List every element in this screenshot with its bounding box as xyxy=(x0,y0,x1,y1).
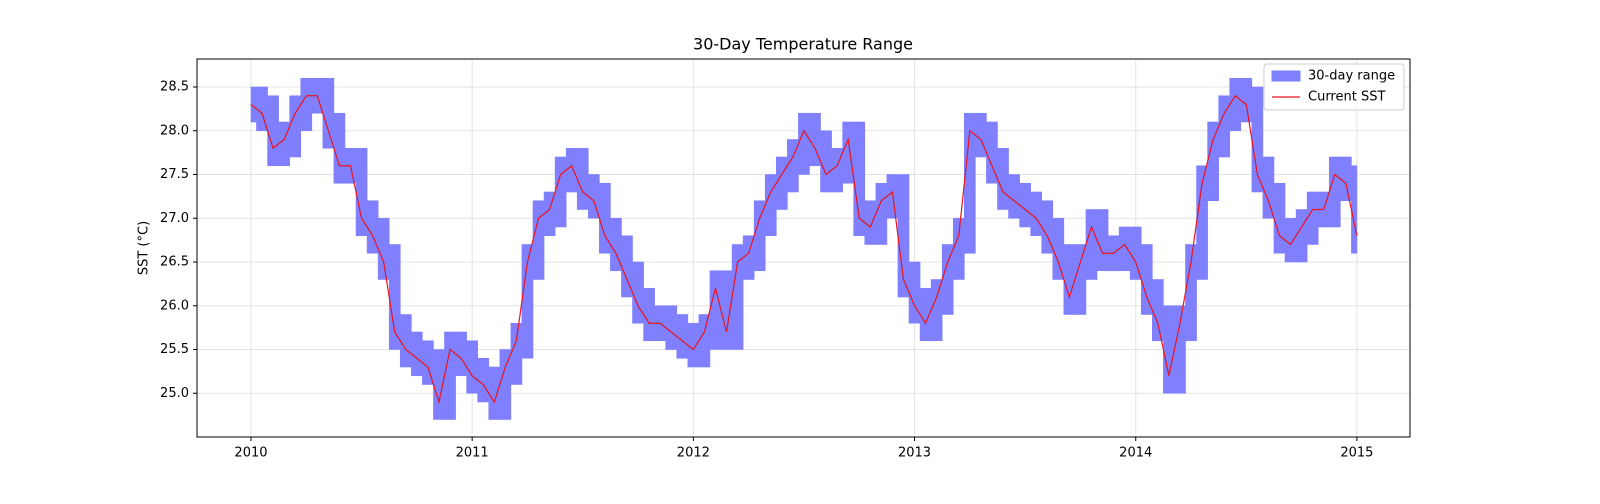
range-segment xyxy=(278,121,290,167)
plot-frame xyxy=(196,58,1411,438)
range-segment xyxy=(355,147,368,237)
range-segment xyxy=(1328,156,1341,228)
range-segment xyxy=(698,314,711,368)
y-tick-label: 26.0 xyxy=(160,298,189,313)
range-segment xyxy=(952,217,965,280)
y-tick-label: 25.5 xyxy=(160,342,189,357)
range-segment xyxy=(864,200,877,245)
sst-line xyxy=(250,94,1358,405)
x-tick-label: 2014 xyxy=(1119,446,1152,461)
range-segment xyxy=(377,217,390,280)
y-tick-label: 27.5 xyxy=(160,167,189,182)
y-tick-label: 28.5 xyxy=(160,80,189,95)
range-segment xyxy=(477,357,490,403)
range-segment xyxy=(941,244,954,315)
legend-label: 30-day range xyxy=(1308,69,1395,84)
range-segment xyxy=(565,147,578,193)
legend-label: Current SST xyxy=(1308,90,1385,105)
range-segment xyxy=(399,314,412,368)
range-segment xyxy=(1218,95,1231,158)
range-segment xyxy=(731,244,744,350)
range-segment xyxy=(388,244,401,350)
range-segment xyxy=(289,95,302,158)
range-segment xyxy=(1129,226,1142,280)
x-tick-label: 2013 xyxy=(898,446,931,461)
range-segment xyxy=(1118,226,1131,272)
x-tick-label: 2010 xyxy=(234,446,267,461)
range-segment xyxy=(1295,209,1308,263)
range-segment xyxy=(576,147,589,210)
y-tick-label: 25.0 xyxy=(160,386,189,401)
range-segment xyxy=(1030,191,1043,237)
range-segment xyxy=(643,287,655,342)
range-segment xyxy=(997,147,1009,210)
x-tick-label: 2012 xyxy=(677,446,710,461)
range-segment xyxy=(1273,182,1286,254)
range-segment xyxy=(1240,77,1253,123)
range-segment xyxy=(975,112,987,158)
range-segment xyxy=(687,322,700,368)
range-segment xyxy=(775,156,788,210)
range-segment xyxy=(764,174,777,237)
range-segment xyxy=(1229,77,1242,132)
range-segment xyxy=(1152,279,1164,342)
chart-title: 30-Day Temperature Range xyxy=(693,35,913,54)
range-segment xyxy=(709,270,722,350)
range-segment xyxy=(798,112,810,175)
range-segment xyxy=(1074,244,1087,315)
range-segment xyxy=(753,200,766,272)
range-segment xyxy=(1251,86,1264,193)
range-segment xyxy=(1008,174,1020,219)
range-segment xyxy=(1096,209,1109,272)
range-segment xyxy=(267,95,279,167)
range-segment xyxy=(1019,182,1031,228)
range-segment xyxy=(488,366,501,420)
range-segment xyxy=(1306,191,1319,245)
range-segment xyxy=(676,314,689,359)
range-segment xyxy=(322,77,335,149)
range-segment xyxy=(1052,217,1065,280)
range-segment xyxy=(908,261,921,324)
range-segment xyxy=(665,305,678,350)
range-segment xyxy=(875,182,888,245)
range-segment xyxy=(1262,156,1275,219)
range-segment xyxy=(1284,217,1297,263)
legend-swatch xyxy=(1271,70,1301,82)
y-tick-label: 26.5 xyxy=(160,255,189,270)
range-segment xyxy=(1140,244,1153,315)
range-segment xyxy=(333,112,346,184)
x-tick-label: 2015 xyxy=(1340,446,1373,461)
range-segment xyxy=(554,156,567,228)
range-segment xyxy=(455,331,467,377)
range-segment xyxy=(1063,244,1076,315)
range-segment xyxy=(411,331,423,377)
range-segment xyxy=(510,322,523,385)
range-segment xyxy=(532,200,545,280)
y-axis-label: SST (°C) xyxy=(137,221,152,275)
range-segment xyxy=(1351,165,1358,254)
range-segment xyxy=(444,331,456,420)
range-segment xyxy=(820,130,832,193)
range-band xyxy=(250,77,1358,420)
range-segment xyxy=(842,121,855,184)
range-segment xyxy=(1163,305,1175,394)
range-segment xyxy=(1174,305,1186,394)
x-tick-label: 2011 xyxy=(456,446,489,461)
range-segment xyxy=(466,340,478,394)
range-segment xyxy=(1340,156,1352,202)
range-segment xyxy=(300,77,313,132)
range-segment xyxy=(1085,209,1098,280)
y-tick-label: 27.0 xyxy=(160,211,189,226)
range-segment xyxy=(632,261,644,324)
range-segment xyxy=(1207,121,1219,202)
range-segment xyxy=(831,147,843,193)
range-segment xyxy=(499,349,512,420)
y-tick-label: 28.0 xyxy=(160,123,189,138)
range-segment xyxy=(930,279,943,342)
